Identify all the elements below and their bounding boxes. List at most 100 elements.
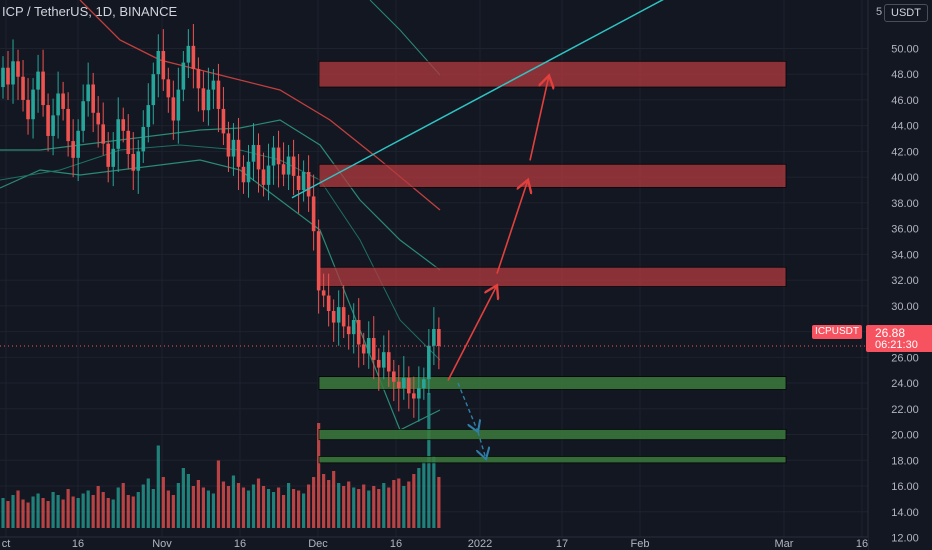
- candle-body: [31, 89, 35, 120]
- volume-bar: [226, 486, 231, 528]
- candle-body: [66, 108, 70, 142]
- candle-body: [276, 147, 281, 165]
- candle-body: [402, 377, 406, 389]
- candle-body: [427, 345, 431, 380]
- y-tick-label: 34.00: [891, 249, 919, 261]
- candle-body: [266, 165, 271, 185]
- x-tick-label: 2022: [468, 538, 492, 550]
- volume-bar: [41, 498, 45, 528]
- support-zone: [318, 376, 787, 390]
- y-tick-label: 42.00: [891, 146, 919, 158]
- volume-bar: [407, 481, 411, 528]
- x-tick-label: ct: [2, 538, 11, 550]
- volume-bar: [377, 489, 381, 528]
- volume-bar: [16, 490, 20, 528]
- y-tick-label: 46.00: [891, 95, 919, 107]
- volume-bar: [337, 483, 341, 528]
- volume-bar: [317, 423, 321, 528]
- volume-bar: [76, 498, 80, 528]
- candle-body: [51, 115, 55, 136]
- volume-bar: [206, 490, 211, 528]
- current-price-value: 26.88: [875, 326, 906, 340]
- candle-body: [306, 171, 311, 197]
- symbol-separator: /: [23, 4, 35, 19]
- candle-body: [311, 196, 316, 232]
- volume-bar: [161, 477, 165, 528]
- volume-bar: [241, 487, 246, 528]
- volume-bar: [66, 489, 70, 528]
- candle-body: [56, 93, 60, 116]
- x-tick-label: 16: [856, 538, 868, 550]
- candle-body: [131, 153, 136, 171]
- candle-body: [196, 69, 201, 89]
- title-comma-2: ,: [112, 4, 120, 19]
- candle-body: [76, 130, 80, 158]
- trend-line: [291, 0, 664, 199]
- volume-bar: [266, 489, 271, 528]
- volume-bar: [296, 490, 301, 528]
- candle-body: [336, 307, 341, 323]
- y-tick-label: 44.00: [891, 121, 919, 133]
- candle-body: [156, 51, 161, 75]
- volume-bar: [271, 492, 276, 528]
- candle-body: [437, 329, 441, 346]
- candle-body: [256, 144, 261, 170]
- candle-body: [106, 143, 111, 167]
- volume-bar: [412, 474, 416, 528]
- volume-bar: [191, 486, 195, 528]
- candle-body: [126, 130, 131, 154]
- resistance-zone: [318, 60, 787, 88]
- moving-average-line: [79, 0, 441, 211]
- volume-bar: [111, 499, 115, 528]
- volume-bar: [387, 487, 391, 528]
- resistance-zone: [318, 163, 787, 188]
- support-zone: [318, 456, 787, 464]
- candle-body: [21, 76, 25, 100]
- candle-body: [286, 156, 291, 175]
- candle-body: [356, 319, 361, 345]
- bb-outer-line: [369, 0, 441, 76]
- candle-body: [371, 338, 376, 360]
- candle-body: [101, 124, 105, 144]
- candle-body: [201, 88, 206, 111]
- volume-bar: [201, 487, 205, 528]
- candle-body: [116, 119, 121, 149]
- currency-unit-button[interactable]: USDT: [884, 4, 928, 22]
- candle-body: [181, 62, 186, 90]
- candle-body: [316, 231, 321, 291]
- volume-bar: [236, 483, 241, 528]
- interval-label: 1D: [95, 4, 113, 19]
- symbol-title[interactable]: ICP / TetherUS, 1D, BINANCE: [2, 4, 177, 19]
- volume-bar: [106, 498, 110, 528]
- candle-body: [186, 45, 191, 63]
- volume-bar: [432, 456, 436, 528]
- symbol-price-tag: ICPUSDT: [812, 325, 862, 339]
- candle-body: [96, 112, 100, 125]
- candle-body: [151, 74, 156, 106]
- volume-bar: [347, 481, 351, 528]
- volume-bar: [116, 487, 120, 528]
- bb-upper-line: [0, 119, 441, 271]
- volume-bar: [86, 490, 90, 528]
- volume-bar: [231, 475, 236, 528]
- volume-bar: [51, 492, 55, 528]
- volume-bar: [251, 484, 256, 528]
- volume-bar: [136, 492, 140, 528]
- symbol-name: ICP: [2, 4, 24, 19]
- projection-arrow-up: [496, 180, 528, 274]
- x-tick-label: Dec: [308, 538, 328, 550]
- volume-bar: [307, 484, 311, 528]
- candle-body: [161, 51, 166, 80]
- volume-bar: [312, 477, 316, 528]
- price-axis-bg: [868, 0, 932, 550]
- candle-body: [136, 151, 141, 171]
- y-tick-label: 24.00: [891, 378, 919, 390]
- candle-body: [321, 290, 326, 296]
- candle-body: [291, 156, 296, 176]
- volume-bar: [276, 487, 281, 528]
- candle-body: [296, 175, 301, 191]
- candle-body: [417, 388, 421, 399]
- candle-body: [246, 161, 251, 183]
